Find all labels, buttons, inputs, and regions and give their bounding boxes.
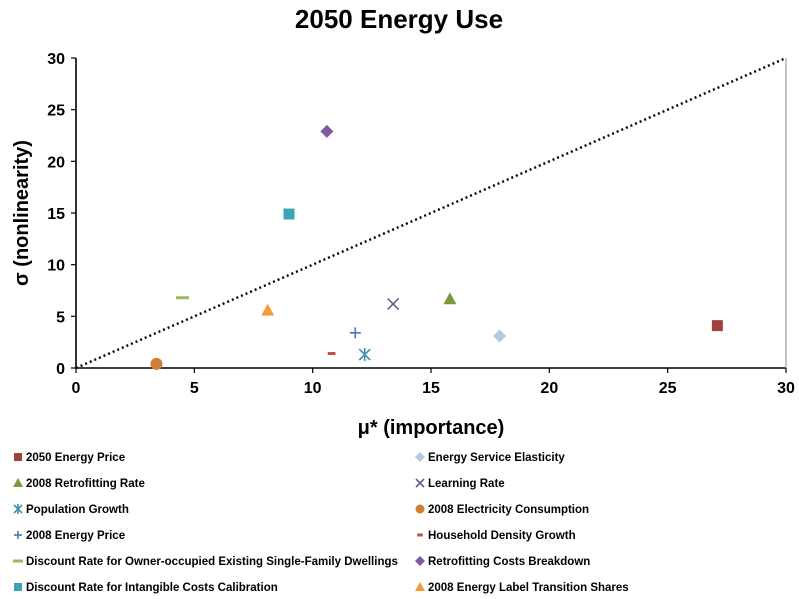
y-axis-ticks: 0 5 10 15 20 25 30	[47, 51, 76, 378]
point-discount-rate-for-owner-occupied-existing-single-family-dwellings	[176, 296, 189, 300]
legend-marker	[14, 453, 22, 461]
x-tick-label: 25	[659, 380, 677, 397]
data-markers	[150, 124, 723, 370]
x-tick-label: 30	[777, 380, 795, 397]
legend-marker	[14, 583, 22, 591]
legend-label: Learning Rate	[428, 478, 505, 490]
point-energy-service-elasticity	[493, 329, 507, 343]
legend-label: Retrofitting Costs Breakdown	[428, 556, 590, 568]
legend-label: Household Density Growth	[428, 530, 576, 542]
x-tick-label: 20	[540, 380, 558, 397]
legend-item: Discount Rate for Owner-occupied Existin…	[13, 556, 398, 568]
legend-item: 2008 Energy Price	[14, 530, 125, 542]
legend-item: 2008 Electricity Consumption	[415, 504, 589, 516]
y-tick-label: 10	[47, 258, 65, 275]
x-tick-label: 0	[72, 380, 81, 397]
legend: 2050 Energy Price Energy Service Elastici…	[13, 452, 629, 594]
y-tick-label: 25	[47, 103, 65, 120]
x-tick-label: 5	[190, 380, 199, 397]
legend-label: 2008 Electricity Consumption	[428, 504, 589, 516]
legend-label: 2008 Energy Price	[26, 530, 125, 542]
y-tick-label: 20	[47, 154, 65, 171]
legend-item: Discount Rate for Intangible Costs Calib…	[14, 582, 278, 594]
legend-item: Retrofitting Costs Breakdown	[415, 556, 590, 568]
y-tick-label: 0	[56, 361, 65, 378]
legend-item: 2050 Energy Price	[14, 452, 125, 464]
point-household-density-growth	[327, 352, 336, 356]
legend-label: 2008 Energy Label Transition Shares	[428, 582, 629, 594]
legend-marker	[13, 478, 23, 487]
x-axis-ticks: 0 5 10 15 20 25 30	[72, 368, 795, 397]
legend-item: 2008 Retrofitting Rate	[13, 478, 145, 490]
point-learning-rate	[387, 297, 400, 310]
point-2050-energy-price	[711, 320, 723, 332]
legend-marker	[415, 504, 425, 514]
point-discount-rate-for-intangible-costs-calibration	[283, 208, 295, 220]
legend-marker	[415, 556, 425, 566]
point-2008-energy-label-transition-shares	[261, 303, 275, 316]
point-retrofitting-costs-breakdown	[320, 124, 334, 138]
y-tick-label: 5	[56, 309, 65, 326]
legend-marker	[13, 559, 23, 563]
point-population-growth	[358, 348, 371, 362]
legend-marker	[14, 531, 22, 539]
legend-label: Discount Rate for Intangible Costs Calib…	[26, 582, 278, 594]
legend-marker	[415, 582, 425, 591]
legend-label: Discount Rate for Owner-occupied Existin…	[26, 556, 398, 568]
legend-label: 2008 Retrofitting Rate	[26, 478, 145, 490]
legend-marker	[13, 504, 23, 514]
y-tick-label: 15	[47, 206, 65, 223]
legend-label: Energy Service Elasticity	[428, 452, 565, 464]
chart-title: 2050 Energy Use	[295, 4, 503, 34]
legend-marker	[415, 452, 425, 462]
legend-item: Population Growth	[13, 504, 129, 516]
legend-marker	[415, 478, 425, 488]
reference-line	[75, 56, 787, 370]
point-2008-energy-price	[349, 327, 361, 339]
point-2008-retrofitting-rate	[443, 292, 457, 305]
x-tick-label: 10	[304, 380, 322, 397]
diagonal-reference-line	[75, 56, 787, 370]
legend-label: 2050 Energy Price	[26, 452, 125, 464]
legend-label: Population Growth	[26, 504, 129, 516]
legend-item: Household Density Growth	[417, 530, 576, 542]
point-2008-electricity-consumption	[150, 357, 163, 370]
legend-item: Learning Rate	[415, 478, 505, 490]
legend-marker	[417, 533, 423, 537]
y-axis-title: σ (nonlinearity)	[11, 140, 33, 286]
legend-item: Energy Service Elasticity	[415, 452, 565, 464]
x-axis-title: μ* (importance)	[358, 417, 505, 439]
x-tick-label: 15	[422, 380, 440, 397]
legend-item: 2008 Energy Label Transition Shares	[415, 582, 629, 594]
y-tick-label: 30	[47, 51, 65, 68]
